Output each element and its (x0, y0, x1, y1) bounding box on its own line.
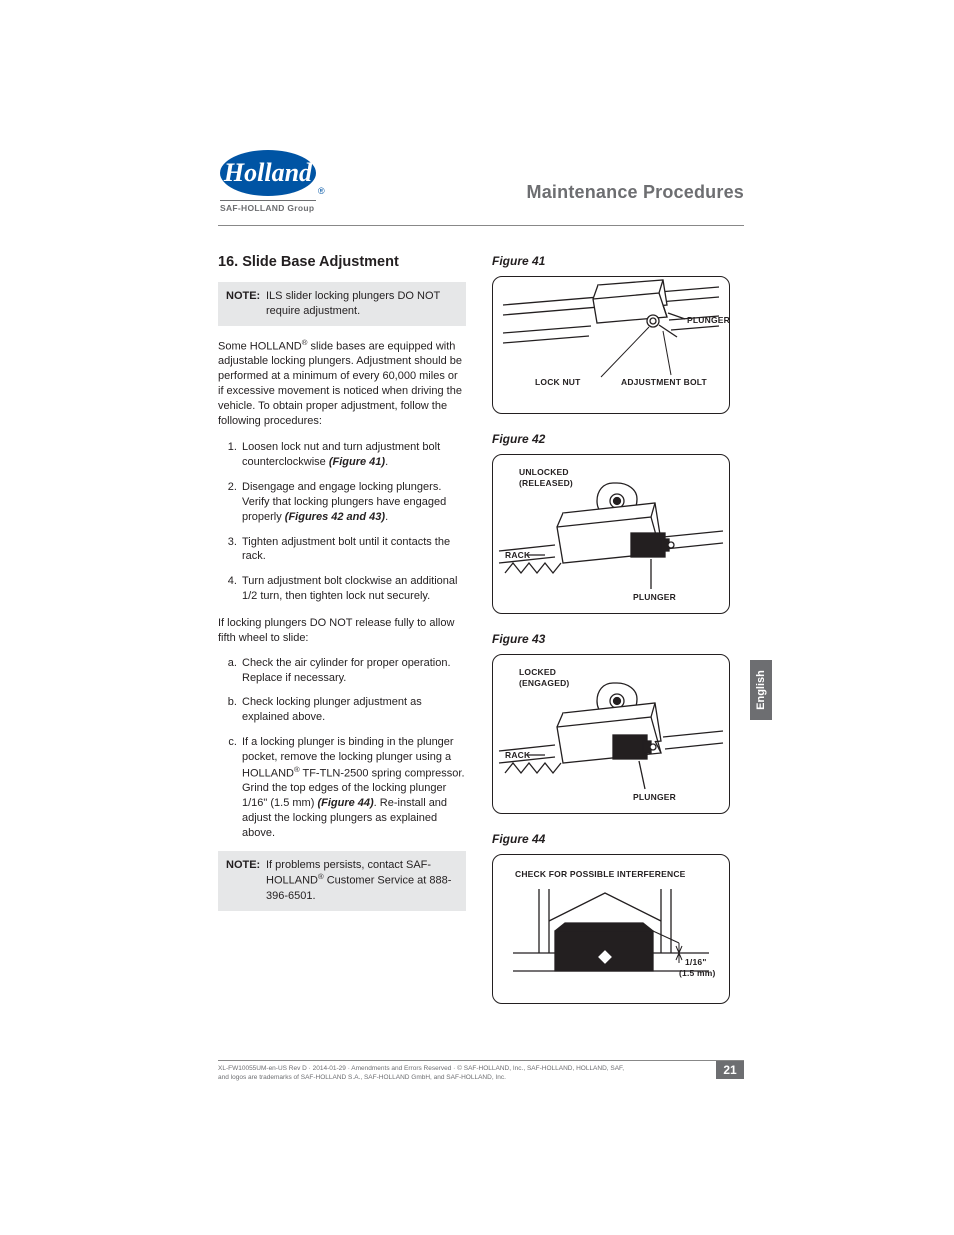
figure-43: Figure 43 LOCKED (ENGAGED) (492, 632, 744, 814)
figure-title: Figure 42 (492, 432, 744, 446)
step-item: Check the air cylinder for proper operat… (240, 656, 466, 686)
figure-label: 1/16" (685, 957, 707, 967)
left-column: 16. Slide Base Adjustment NOTE: ILS slid… (218, 254, 466, 1004)
figure-label: (ENGAGED) (519, 678, 569, 688)
figure-label: RACK (505, 550, 531, 560)
note-text: If problems persists, contact SAF-HOLLAN… (266, 858, 458, 904)
figure-label: ADJUSTMENT BOLT (621, 377, 708, 387)
figure-title: Figure 43 (492, 632, 744, 646)
figure-label: (RELEASED) (519, 478, 573, 488)
note-box-2: NOTE: If problems persists, contact SAF-… (218, 851, 466, 911)
step-item: Check locking plunger adjustment as expl… (240, 695, 466, 725)
figure-title: Figure 44 (492, 832, 744, 846)
figure-label: UNLOCKED (519, 467, 569, 477)
brand-group-text: SAF-HOLLAND Group (220, 203, 314, 213)
figure-label: LOCKED (519, 667, 556, 677)
figure-label: RACK (505, 750, 531, 760)
figure-44: Figure 44 CHECK FOR POSSIBLE INTERFERENC… (492, 832, 744, 1004)
note-box-1: NOTE: ILS slider locking plungers DO NOT… (218, 282, 466, 326)
note-label: NOTE: (226, 858, 266, 904)
note-label: NOTE: (226, 289, 266, 319)
step-item: Loosen lock nut and turn adjustment bolt… (240, 440, 466, 470)
page-number: 21 (716, 1061, 744, 1079)
brand-logo: Holland ® SAF-HOLLAND Group (218, 148, 326, 223)
language-tab-label: English (755, 670, 767, 710)
footer-legal: XL-FW10055UM-en-US Rev D · 2014-01-29 · … (218, 1065, 716, 1082)
svg-text:Holland: Holland (223, 158, 313, 187)
svg-text:®: ® (318, 186, 325, 196)
document-title: Maintenance Procedures (527, 182, 744, 203)
figure-42: Figure 42 UNLOCKED (RELEASED) (492, 432, 744, 614)
page-header: Holland ® SAF-HOLLAND Group Maintenance … (218, 148, 744, 226)
section-heading: 16. Slide Base Adjustment (218, 254, 466, 270)
page-footer: XL-FW10055UM-en-US Rev D · 2014-01-29 · … (218, 1060, 744, 1082)
step-item: Turn adjustment bolt clockwise an additi… (240, 574, 466, 604)
right-column: Figure 41 (492, 254, 744, 1004)
step-item: Disengage and engage locking plungers. V… (240, 480, 466, 525)
intro-paragraph: Some HOLLAND® slide bases are equipped w… (218, 338, 466, 429)
figure-label: CHECK FOR POSSIBLE INTERFERENCE (515, 869, 686, 879)
figure-41: Figure 41 (492, 254, 744, 414)
language-tab: English (750, 660, 772, 720)
figure-title: Figure 41 (492, 254, 744, 268)
figure-label: PLUNGER (687, 315, 729, 325)
figure-label: PLUNGER (633, 792, 676, 802)
step-item: If a locking plunger is binding in the p… (240, 735, 466, 841)
trouble-lead: If locking plungers DO NOT release fully… (218, 616, 466, 646)
alpha-steps: Check the air cylinder for proper operat… (218, 656, 466, 841)
note-text: ILS slider locking plungers DO NOT requi… (266, 289, 458, 319)
figure-label: (1.5 mm) (679, 968, 716, 978)
figure-label: PLUNGER (633, 592, 676, 602)
step-item: Tighten adjustment bolt until it contact… (240, 535, 466, 565)
numbered-steps: Loosen lock nut and turn adjustment bolt… (218, 440, 466, 604)
figure-label: LOCK NUT (535, 377, 581, 387)
